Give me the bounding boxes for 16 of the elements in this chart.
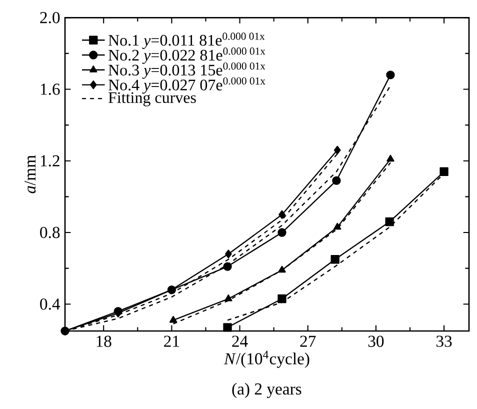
x-tick-label: 24 <box>232 336 248 347</box>
legend-label: Fitting curves <box>108 92 196 106</box>
x-tick-label: 30 <box>368 336 384 347</box>
y-tick-label: 2.0 <box>40 12 60 24</box>
x-tick-label: 21 <box>164 336 180 347</box>
x-tick-label: 33 <box>436 336 452 347</box>
y-tick-label: 1.2 <box>40 155 60 167</box>
y-tick-label: 0.4 <box>40 298 60 310</box>
text: (a) 2 years <box>232 382 302 398</box>
x-tick-label: 18 <box>96 336 112 347</box>
y-tick-label: 0.8 <box>40 226 60 238</box>
y-tick-label: 1.6 <box>40 84 60 95</box>
x-tick-label: 27 <box>300 336 316 347</box>
x-axis-title: N/(10$^{4}$cycle) <box>224 350 310 368</box>
y-axis-title: a/mm <box>24 155 36 194</box>
legend-label: No.2 y=0.022 81e$^{0.000 01x}$ <box>108 48 266 64</box>
